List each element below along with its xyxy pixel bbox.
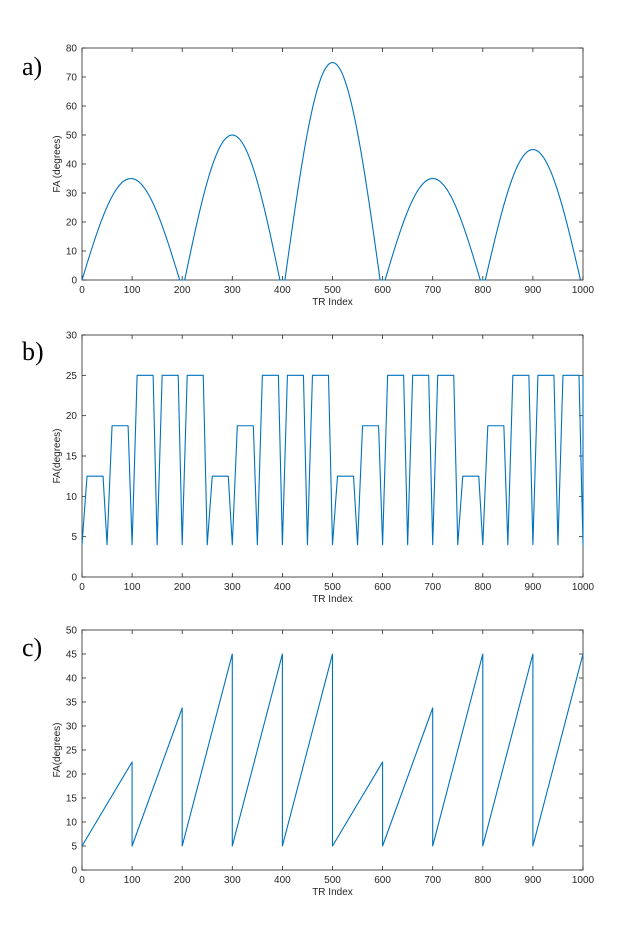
- y-tick-label: 30: [66, 331, 78, 342]
- x-tick-label: 0: [79, 582, 85, 593]
- chart-a: 0 100 200 300 400 500 600 700 800 900 1000 0 10 20 30 4…: [52, 44, 595, 309]
- chart-c: 0 100 200 300 400 500 600 700 800 900 1000 0 5 10 15 20…: [52, 626, 595, 899]
- x-tick-label: 1000: [572, 285, 595, 296]
- x-tick-label: 200: [174, 285, 191, 296]
- series-line: [81, 653, 584, 847]
- x-tick-label: 800: [474, 285, 491, 296]
- x-tick-label: 200: [174, 582, 191, 593]
- y-axis-label: FA(degrees): [52, 722, 63, 777]
- x-tick-label: 300: [224, 582, 241, 593]
- y-tick-label: 10: [66, 492, 78, 503]
- x-tick-label: 500: [324, 875, 341, 886]
- x-tick-label: 800: [474, 875, 491, 886]
- x-tick-label: 200: [174, 875, 191, 886]
- x-tick-label: 400: [274, 875, 291, 886]
- panel-label-c: c): [22, 633, 43, 662]
- x-tick-label: 600: [374, 285, 391, 296]
- y-tick-label: 10: [66, 247, 78, 258]
- x-tick-label: 400: [274, 582, 291, 593]
- x-tick-label: 800: [474, 582, 491, 593]
- x-axis-label: TR Index: [312, 297, 353, 308]
- y-tick-label: 40: [66, 674, 78, 685]
- x-tick-label: 700: [424, 875, 441, 886]
- x-tick-label: 600: [374, 582, 391, 593]
- y-tick-label: 20: [66, 411, 78, 422]
- x-tick-label: 600: [374, 875, 391, 886]
- x-tick-label: 100: [124, 285, 141, 296]
- x-axis-label: TR Index: [312, 887, 353, 898]
- x-tick-label: 700: [424, 582, 441, 593]
- x-tick-label: 500: [324, 582, 341, 593]
- y-tick-label: 40: [66, 160, 78, 171]
- panel-label-a: a): [22, 52, 43, 81]
- y-tick-label: 10: [66, 818, 78, 829]
- y-tick-label: 5: [71, 842, 77, 853]
- x-tick-label: 300: [224, 875, 241, 886]
- y-tick-label: 35: [66, 698, 78, 709]
- y-tick-label: 30: [66, 722, 78, 733]
- y-tick-label: 25: [66, 371, 78, 382]
- plot-area-a: [81, 47, 584, 281]
- chart-b: 0 100 200 300 400 500 600 700 800 900 1000 0 5 10 15 20…: [52, 331, 595, 606]
- x-tick-label: 100: [124, 582, 141, 593]
- y-tick-label: 50: [66, 626, 78, 637]
- y-tick-label: 70: [66, 73, 78, 84]
- x-tick-label: 500: [324, 285, 341, 296]
- y-tick-label: 80: [66, 44, 78, 55]
- x-tick-label: 0: [79, 875, 85, 886]
- x-tick-label: 900: [525, 582, 542, 593]
- y-tick-label: 50: [66, 131, 78, 142]
- x-tick-label: 1000: [572, 875, 595, 886]
- x-tick-label: 700: [424, 285, 441, 296]
- x-tick-label: 400: [274, 285, 291, 296]
- y-tick-label: 20: [66, 218, 78, 229]
- x-tick-label: 900: [525, 875, 542, 886]
- y-tick-label: 25: [66, 746, 78, 757]
- x-tick-label: 0: [79, 285, 85, 296]
- y-tick-label: 45: [66, 650, 78, 661]
- y-tick-label: 15: [66, 452, 78, 463]
- y-tick-label: 0: [71, 276, 77, 287]
- x-tick-label: 100: [124, 875, 141, 886]
- y-tick-label: 0: [71, 573, 77, 584]
- y-tick-label: 5: [71, 532, 77, 543]
- series-line: [81, 374, 584, 546]
- y-axis-label: FA (degrees): [52, 135, 63, 192]
- y-tick-label: 20: [66, 770, 78, 781]
- x-tick-label: 900: [525, 285, 542, 296]
- x-tick-label: 300: [224, 285, 241, 296]
- x-tick-label: 1000: [572, 582, 595, 593]
- y-tick-label: 30: [66, 189, 78, 200]
- y-axis-label: FA(degrees): [52, 428, 63, 483]
- panel-label-b: b): [22, 337, 44, 366]
- x-axis-label: TR Index: [312, 594, 353, 605]
- y-tick-label: 0: [71, 866, 77, 877]
- y-tick-label: 60: [66, 102, 78, 113]
- series-line: [81, 61, 582, 281]
- y-tick-label: 15: [66, 794, 78, 805]
